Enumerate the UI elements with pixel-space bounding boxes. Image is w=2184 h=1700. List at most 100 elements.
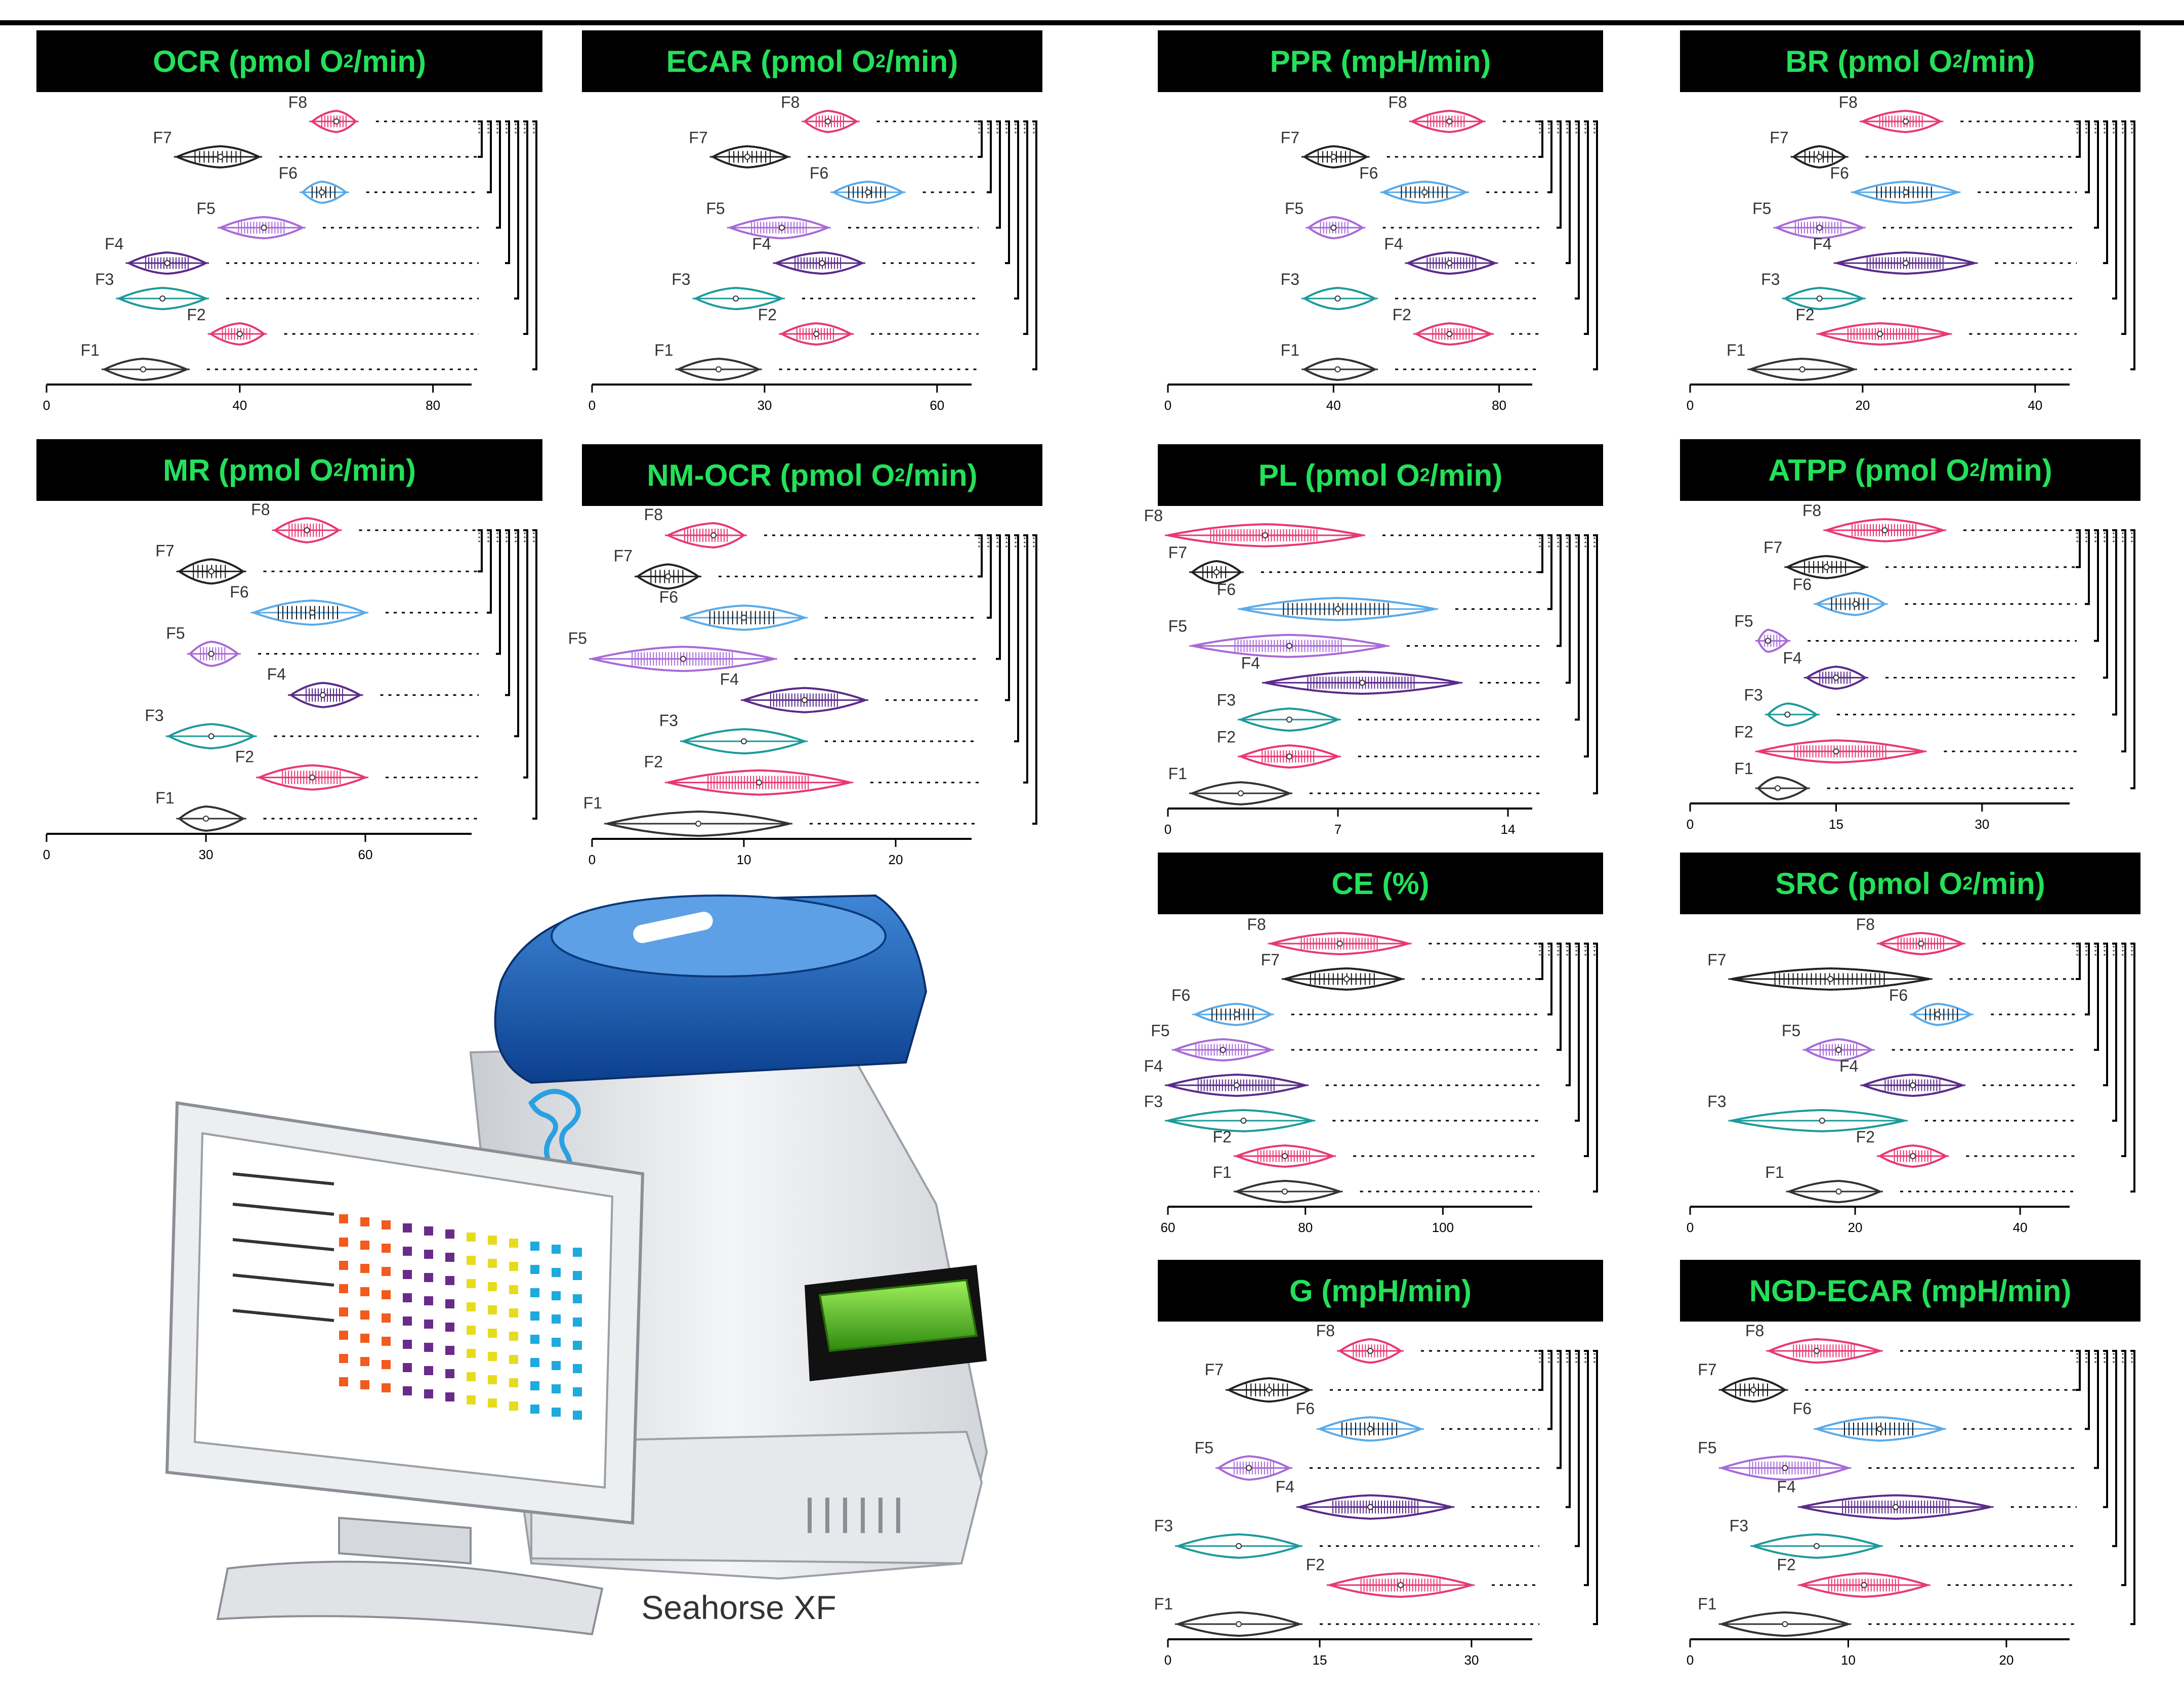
significance-mark bbox=[1593, 946, 1595, 948]
title-main: G (mpH/min) bbox=[1289, 1273, 1472, 1308]
significance-mark bbox=[978, 541, 980, 543]
significance-bracket bbox=[2112, 120, 2117, 300]
group-label: F4 bbox=[1276, 1477, 1294, 1496]
violin-median bbox=[1238, 790, 1244, 796]
x-tick-label: 20 bbox=[1855, 398, 1870, 413]
violin-median bbox=[236, 331, 243, 337]
violin-F3: F3 bbox=[1281, 270, 1539, 311]
violin-median bbox=[744, 154, 750, 160]
significance-bracket bbox=[2094, 1350, 2099, 1469]
group-label: F6 bbox=[1889, 986, 1908, 1004]
significance-bracket bbox=[1538, 534, 1543, 573]
significance-mark bbox=[1584, 132, 1586, 134]
significance-mark bbox=[2131, 536, 2133, 538]
panel-ppr: PPR (mpH/min) 0 40 80 F8 F7 F6 F5 F4 F3 F2 F1 bbox=[1158, 30, 1603, 425]
screen-well-grid bbox=[339, 1214, 582, 1420]
significance-mark bbox=[478, 132, 480, 134]
well-square bbox=[382, 1360, 391, 1369]
well-square bbox=[360, 1357, 369, 1366]
x-tick-label: 40 bbox=[1326, 398, 1341, 413]
group-label: F2 bbox=[1795, 306, 1814, 324]
violin-median bbox=[1816, 225, 1823, 231]
screen-lines bbox=[232, 1172, 334, 1322]
x-tick-label: 20 bbox=[1848, 1220, 1863, 1235]
violin-median bbox=[320, 692, 326, 698]
x-tick-label: 0 bbox=[589, 398, 596, 413]
violin-F6: F6 bbox=[1889, 986, 2077, 1027]
group-label: F5 bbox=[1752, 199, 1771, 218]
violin-F5: F5 bbox=[1734, 612, 2077, 653]
significance-mark bbox=[2104, 132, 2106, 134]
violin-median bbox=[1330, 225, 1337, 231]
violin-F7: F7 bbox=[1168, 543, 1539, 584]
violin-median bbox=[1398, 1582, 1404, 1588]
group-label: F5 bbox=[196, 199, 215, 218]
violin-plot-pl: 0 7 14 F8 F7 F6 F5 F4 F3 F2 F1 bbox=[1144, 506, 1598, 837]
significance-mark bbox=[2122, 128, 2124, 130]
significance-mark bbox=[2131, 1353, 2133, 1355]
significance-mark bbox=[533, 132, 535, 134]
significance-mark bbox=[1033, 128, 1035, 130]
significance-mark bbox=[2094, 128, 2096, 130]
violin-median bbox=[741, 738, 747, 745]
significance-mark bbox=[524, 123, 526, 125]
significance-mark bbox=[987, 541, 989, 543]
violin-median bbox=[1334, 366, 1341, 372]
well-square bbox=[382, 1290, 391, 1299]
violin-F7: F7 bbox=[1281, 129, 1539, 169]
group-label: F3 bbox=[1281, 270, 1299, 288]
significance-mark bbox=[1557, 123, 1559, 125]
violin-F8: F8 bbox=[1247, 915, 1539, 956]
violin-F1: F1 bbox=[80, 341, 479, 381]
well-square bbox=[488, 1398, 497, 1408]
well-square bbox=[573, 1364, 582, 1373]
well-square bbox=[530, 1405, 539, 1414]
panel-atpp: ATPP (pmol O 2/min) 0 15 30 F8 F7 F6 F5 F4 F3 F2 F1 bbox=[1680, 439, 2140, 844]
group-label: F8 bbox=[1802, 501, 1821, 520]
x-tick-label: 0 bbox=[43, 847, 50, 862]
significance-mark bbox=[515, 132, 517, 134]
significance-mark bbox=[1557, 537, 1559, 539]
violin-F7: F7 bbox=[1770, 129, 2077, 169]
significance-mark bbox=[487, 123, 489, 125]
significance-mark bbox=[2076, 1353, 2078, 1355]
significance-mark bbox=[1593, 954, 1595, 956]
monitor-stand bbox=[338, 1516, 472, 1565]
significance-mark bbox=[2085, 123, 2087, 125]
violin-plot-ecar: 0 30 60 F8 F7 F6 F5 F4 F3 F2 F1 bbox=[589, 93, 1037, 413]
significance-mark bbox=[2113, 536, 2115, 538]
significance-mark bbox=[1548, 128, 1550, 130]
significance-mark bbox=[1539, 128, 1541, 130]
violin-F7: F7 bbox=[1763, 538, 2077, 579]
panel-title: ATPP (pmol O 2/min) bbox=[1680, 439, 2140, 501]
well-square bbox=[530, 1265, 539, 1274]
significance-mark bbox=[1024, 537, 1026, 539]
significance-mark bbox=[1548, 541, 1550, 543]
title-end: /min) bbox=[1430, 458, 1503, 492]
significance-mark bbox=[1005, 541, 1007, 543]
violin-median bbox=[1367, 1504, 1373, 1510]
x-tick-label: 0 bbox=[43, 398, 50, 413]
significance-mark bbox=[2076, 1357, 2078, 1359]
significance-mark bbox=[1548, 1353, 1550, 1355]
violin-median bbox=[733, 295, 739, 302]
group-label: F7 bbox=[1770, 129, 1788, 147]
violin-median bbox=[756, 779, 762, 786]
violin-F4: F4 bbox=[1276, 1477, 1539, 1520]
violin-F2: F2 bbox=[1213, 1128, 1539, 1168]
group-label: F3 bbox=[1154, 1517, 1173, 1535]
significance-mark bbox=[1548, 954, 1550, 956]
violin-median bbox=[208, 651, 215, 657]
significance-mark bbox=[2085, 128, 2087, 130]
significance-mark bbox=[515, 536, 517, 538]
well-square bbox=[445, 1229, 454, 1239]
significance-mark bbox=[1557, 541, 1559, 543]
violin-median bbox=[1833, 674, 1839, 681]
x-tick-label: 20 bbox=[1999, 1652, 2014, 1668]
title-end: /min) bbox=[1972, 866, 2045, 901]
violin-F2: F2 bbox=[235, 748, 479, 791]
violin-F7: F7 bbox=[1698, 1361, 2077, 1403]
significance-mark bbox=[1557, 946, 1559, 948]
well-square bbox=[552, 1268, 561, 1277]
significance-bracket bbox=[1005, 120, 1010, 264]
